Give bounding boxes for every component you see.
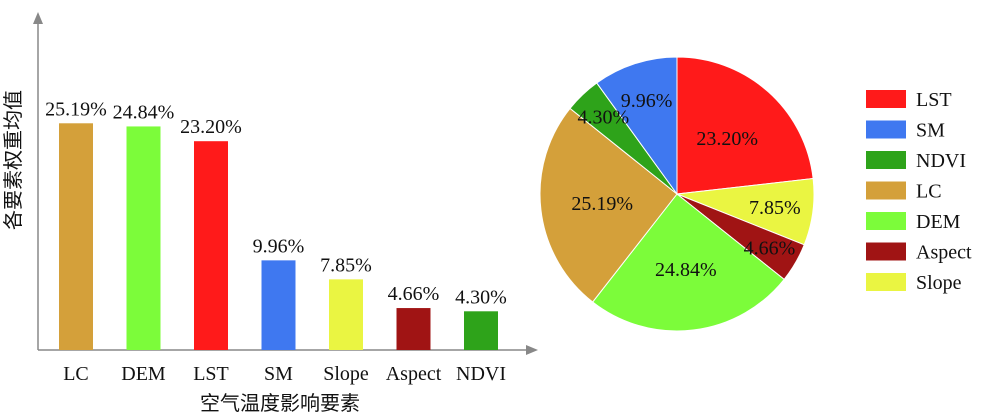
bar-value-labels: 25.19% 24.84%23.20% 9.96% 7.85% 4.66% 4.30% xyxy=(45,98,507,308)
legend-swatch-slope xyxy=(866,273,906,291)
bar-lc xyxy=(59,123,93,350)
category-label-lst: LST xyxy=(193,363,229,385)
bar-value-label-aspect: 4.66% xyxy=(388,283,440,305)
x-axis-arrow xyxy=(526,345,538,355)
legend-label-aspect: Aspect xyxy=(916,242,972,264)
bar-ndvi xyxy=(464,311,498,350)
y-axis-arrow xyxy=(33,12,43,24)
pie-slices xyxy=(539,56,815,332)
pie-slice-lc xyxy=(539,107,678,303)
bar-value-label-dem: 24.84% xyxy=(113,101,175,123)
category-label-dem: DEM xyxy=(121,363,166,385)
legend-label-lst: LST xyxy=(916,89,952,111)
pie-label-ndvi: 4.30% xyxy=(577,107,629,129)
bar-aspect xyxy=(396,308,431,350)
legend-label-ndvi: NDVI xyxy=(916,150,966,172)
category-label-aspect: Aspect xyxy=(386,363,442,385)
legend-label-dem: DEM xyxy=(916,211,961,233)
pie-chart: 23.20% 7.85% 4.66% 24.84% 25.19% 4.30%9.96% xyxy=(539,56,815,332)
bar-value-label-ndvi: 4.30% xyxy=(455,286,507,308)
legend-swatch-lc xyxy=(866,181,906,200)
category-label-ndvi: NDVI xyxy=(456,363,506,385)
y-axis-label: 各要素权重均值 xyxy=(2,90,25,230)
legend-swatch-ndvi xyxy=(866,151,906,169)
pie-slice-lst xyxy=(676,56,814,195)
bar-dem xyxy=(126,126,161,350)
pie-slice-dem xyxy=(591,193,785,332)
bar-slope xyxy=(329,279,363,350)
legend: LST SM NDVI LC DEM Aspect Slope xyxy=(866,89,972,294)
legend-swatch-aspect xyxy=(866,242,906,261)
pie-slice-sm xyxy=(596,56,678,196)
category-label-slope: Slope xyxy=(323,363,369,385)
bar-value-label-sm: 9.96% xyxy=(253,235,305,257)
legend-label-sm: SM xyxy=(916,120,945,142)
pie-label-slope: 7.85% xyxy=(749,197,801,219)
bar-value-label-lst: 23.20% xyxy=(180,116,242,138)
bar-value-label-slope: 7.85% xyxy=(320,254,372,276)
pie-label-lc: 25.19% xyxy=(571,193,633,215)
bar-lst xyxy=(194,141,228,350)
bar-category-labels: LC DEM LST SM Slope Aspect NDVI xyxy=(63,363,506,385)
legend-label-lc: LC xyxy=(916,181,942,203)
bar-value-label-lc: 25.19% xyxy=(45,98,107,120)
legend-label-slope: Slope xyxy=(916,272,962,294)
bar-series xyxy=(59,123,498,350)
x-axis-label: 空气温度影响要素 xyxy=(200,392,360,415)
legend-swatch-dem xyxy=(866,212,906,230)
legend-swatch-lst xyxy=(866,90,906,108)
bar-sm xyxy=(261,260,296,350)
bar-chart: 25.19% 24.84%23.20% 9.96% 7.85% 4.66% 4.30% L… xyxy=(2,12,538,415)
pie-label-dem: 24.84% xyxy=(655,259,717,281)
legend-swatch-sm xyxy=(866,120,906,139)
pie-label-lst: 23.20% xyxy=(696,128,758,150)
category-label-sm: SM xyxy=(264,363,293,385)
pie-label-sm: 9.96% xyxy=(621,90,673,112)
category-label-lc: LC xyxy=(63,363,89,385)
pie-label-aspect: 4.66% xyxy=(744,238,796,260)
pie-slice-labels: 23.20% 7.85% 4.66% 24.84% 25.19% 4.30%9.96% xyxy=(571,90,800,281)
